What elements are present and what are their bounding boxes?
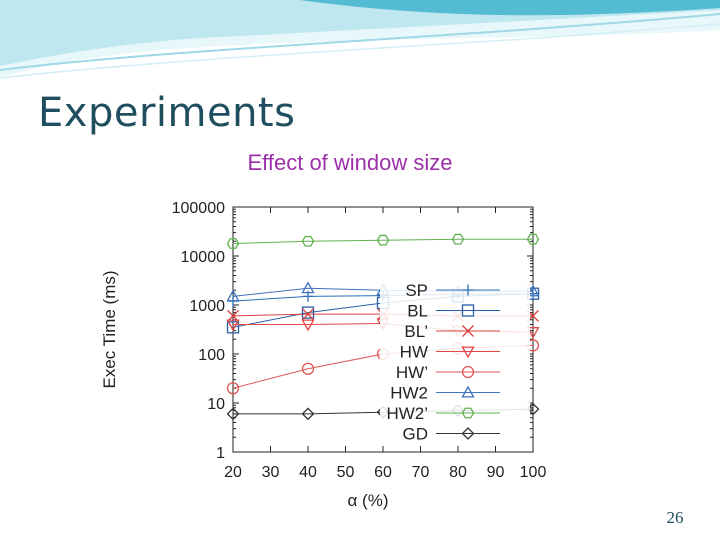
data-point (301, 319, 315, 332)
x-tick-label: 80 (449, 464, 467, 481)
legend-label: HW2 (390, 384, 428, 403)
y-tick-label: 1 (216, 445, 225, 462)
legend-marker (461, 407, 475, 419)
legend-marker (462, 284, 474, 296)
y-tick-label: 1000 (189, 298, 225, 315)
legend-label: BL (407, 302, 428, 321)
slide-subtitle-text: Effect of window size (247, 150, 453, 175)
legend-label: BL’ (404, 322, 428, 341)
header-banner (0, 0, 720, 79)
x-tick-label: 50 (337, 464, 355, 481)
y-axis-label: Exec Time (ms) (100, 270, 119, 388)
legend-label: HW2’ (386, 404, 428, 423)
data-point (302, 308, 314, 321)
slide-subtitle: Effect of window size (0, 150, 720, 176)
data-point (526, 327, 540, 339)
y-tick-label: 10 (207, 396, 225, 413)
slide-title: Experiments (38, 90, 296, 136)
data-point (226, 319, 240, 332)
data-point (451, 233, 465, 245)
y-tick-label: 100000 (172, 200, 225, 217)
legend-box (380, 278, 530, 446)
data-point (226, 407, 240, 421)
y-tick-label: 10000 (181, 249, 226, 266)
data-point (301, 235, 315, 247)
legend-label: GD (403, 425, 429, 444)
legend-label: HW (400, 343, 428, 362)
legend-label: HW’ (396, 363, 428, 382)
page-number: 26 (666, 508, 684, 527)
x-tick-label: 90 (487, 464, 505, 481)
x-tick-label: 40 (299, 464, 317, 481)
data-point (226, 321, 240, 334)
data-point (226, 238, 240, 249)
series-line (232, 238, 533, 244)
data-point (376, 234, 390, 246)
data-point (301, 281, 315, 294)
series-HW2’ (226, 233, 540, 249)
x-tick-label: 70 (412, 464, 430, 481)
data-point (226, 382, 240, 395)
y-tick-label: 100 (198, 347, 225, 364)
x-tick-label: 60 (374, 464, 392, 481)
data-point (526, 284, 540, 297)
legend-marker (461, 385, 475, 398)
x-tick-label: 30 (262, 464, 280, 481)
data-point (301, 306, 315, 319)
legend-marker (461, 346, 475, 359)
legend-marker (462, 325, 474, 337)
data-point (301, 362, 315, 375)
data-point (226, 289, 240, 302)
data-point (301, 407, 315, 421)
x-tick-label: 20 (224, 464, 242, 481)
x-axis-label: α (%) (348, 491, 389, 510)
legend-marker (461, 427, 475, 440)
legend-label: SP (405, 281, 428, 300)
data-point (526, 233, 540, 245)
x-tick-label: 100 (520, 464, 547, 481)
legend-marker (461, 365, 475, 379)
legend-marker (461, 304, 475, 317)
